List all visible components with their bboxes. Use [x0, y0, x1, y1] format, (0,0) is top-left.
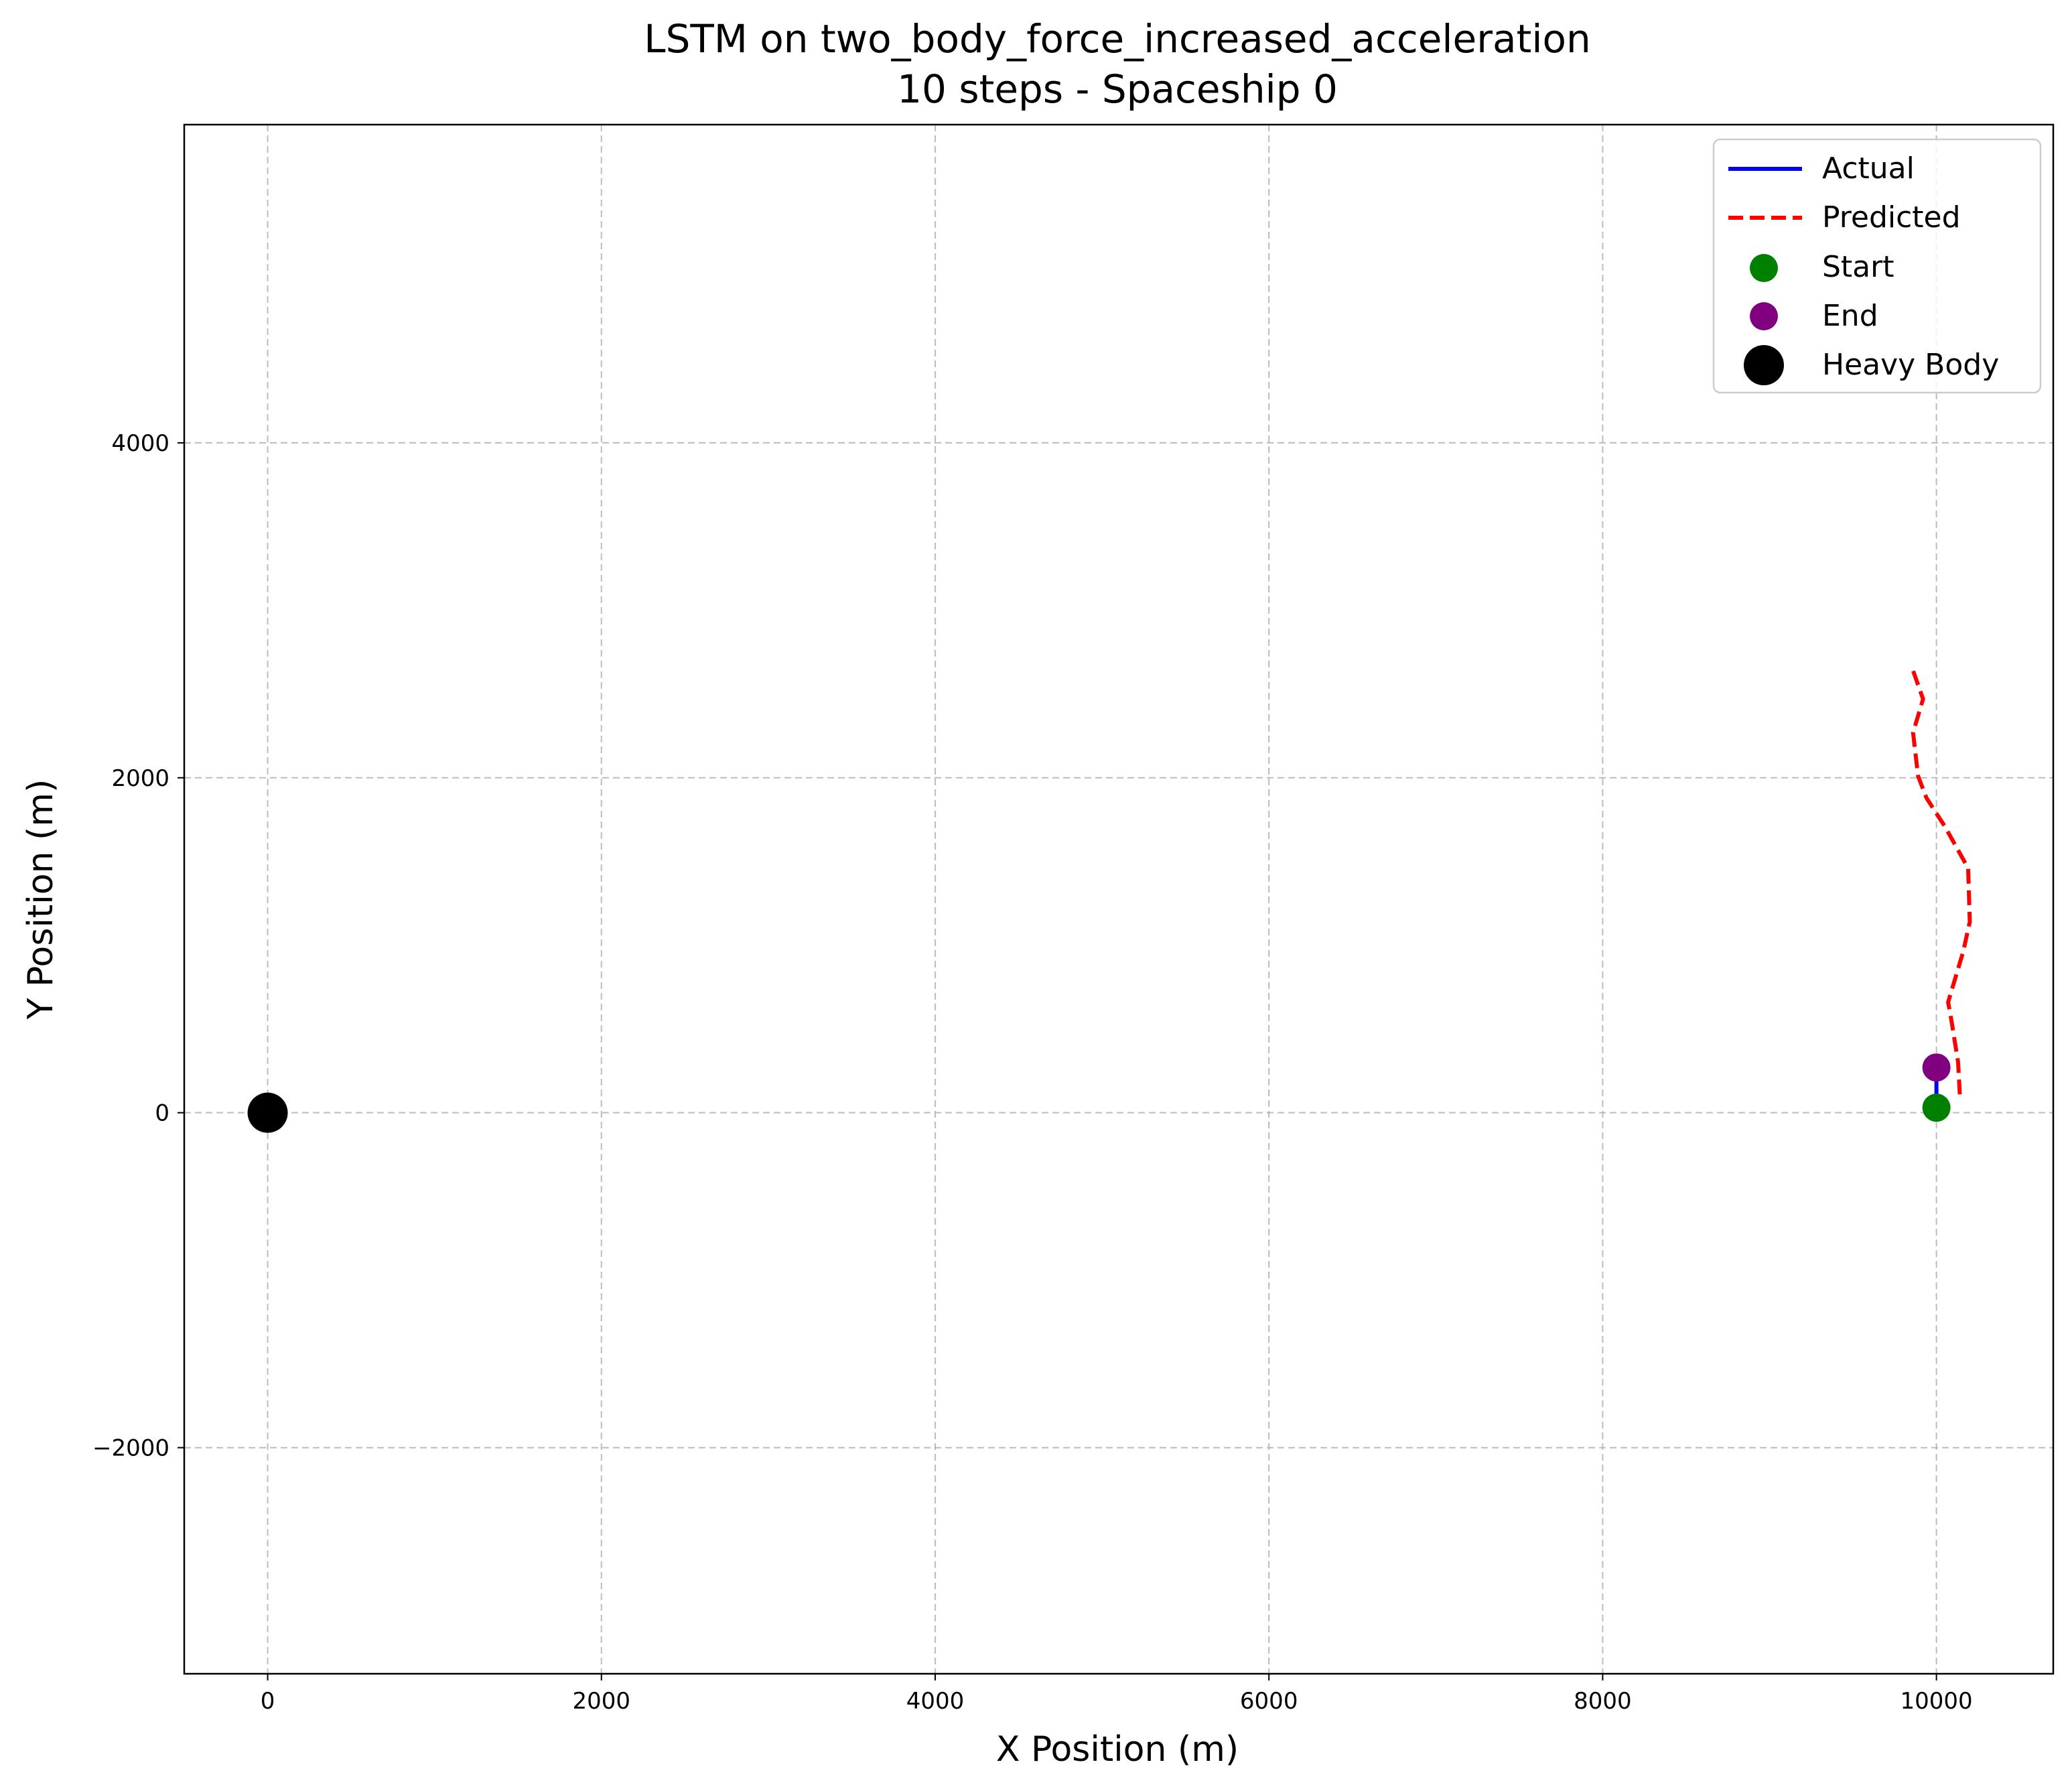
legend: Actual Predicted Start End Heavy Body	[1712, 138, 2042, 394]
legend-heavy-body-marker	[1744, 345, 1784, 385]
predicted-series-line	[1911, 669, 1972, 1095]
y-tick-label: −2000	[92, 1435, 169, 1462]
x-tick-label: 4000	[906, 1688, 965, 1715]
legend-end-label: End	[1822, 299, 1878, 333]
x-tick-label: 8000	[1574, 1688, 1632, 1715]
y-tick-label: 0	[155, 1100, 169, 1127]
legend-box	[1712, 138, 2042, 394]
legend-start-marker	[1750, 254, 1778, 282]
x-tick-label: 2000	[573, 1688, 631, 1715]
x-tick-label: 6000	[1240, 1688, 1298, 1715]
x-tick-label: 0	[261, 1688, 275, 1715]
x-tick-label: 10000	[1901, 1688, 1973, 1715]
end-marker	[1922, 1053, 1951, 1082]
chart-subtitle: 10 steps - Spaceship 0	[897, 66, 1338, 112]
legend-actual-label: Actual	[1822, 151, 1915, 186]
legend-end-marker	[1750, 302, 1778, 330]
plot-data	[247, 669, 1972, 1133]
y-tick-label: 2000	[111, 765, 169, 792]
plot-frame	[183, 123, 2055, 1675]
grid	[184, 125, 2053, 1674]
axis-ticks: 0 2000 4000 6000 8000 10000 −2000 0 2000 4000	[92, 430, 1973, 1715]
legend-heavy-body-label: Heavy Body	[1822, 348, 1999, 382]
legend-predicted-label: Predicted	[1822, 200, 1961, 235]
chart-title: LSTM on two_body_force_increased_acceler…	[644, 16, 1590, 62]
legend-start-label: Start	[1822, 250, 1894, 284]
x-axis-label: X Position (m)	[996, 1729, 1239, 1770]
y-tick-label: 4000	[111, 430, 169, 457]
y-axis-label: Y Position (m)	[21, 779, 61, 1020]
start-marker	[1922, 1094, 1951, 1122]
heavy-body-marker	[247, 1092, 288, 1133]
